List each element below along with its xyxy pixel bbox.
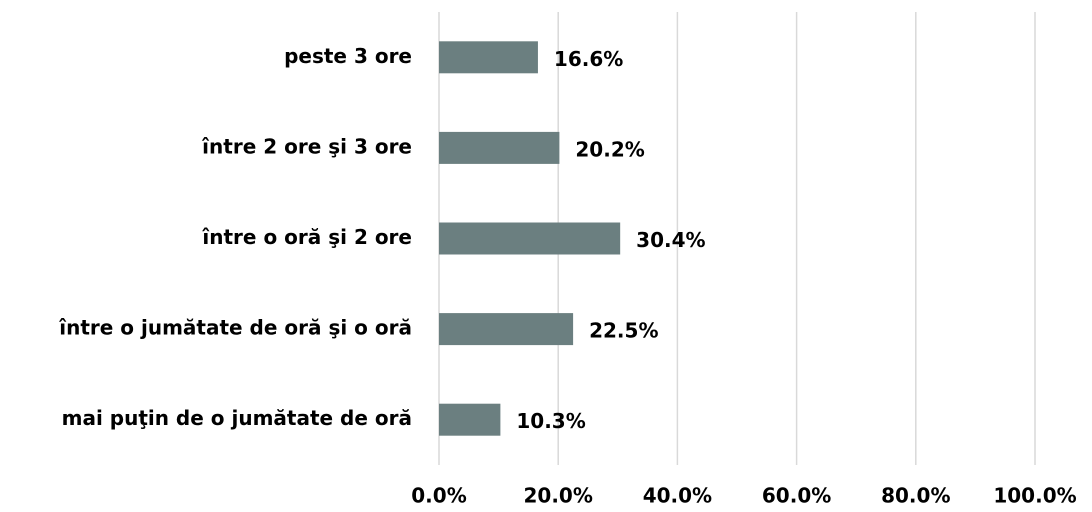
data-label: 30.4% (636, 228, 705, 252)
bar (439, 222, 621, 255)
y-tick-label: peste 3 ore (284, 44, 412, 68)
y-tick-label: între o jumătate de oră şi o oră (58, 316, 412, 340)
bar (439, 403, 501, 436)
y-tick-label: mai puţin de o jumătate de oră (62, 406, 412, 430)
x-tick-label: 60.0% (762, 484, 831, 508)
x-tick-label: 0.0% (411, 484, 466, 508)
bar (439, 131, 560, 164)
data-label: 22.5% (589, 319, 658, 343)
y-tick-label: între 2 ore şi 3 ore (201, 134, 412, 158)
data-label: 20.2% (575, 137, 644, 161)
bar (439, 41, 538, 74)
x-tick-label: 100.0% (993, 484, 1076, 508)
y-tick-label: între o oră şi 2 ore (201, 225, 412, 249)
x-tick-label: 80.0% (881, 484, 950, 508)
x-tick-label: 40.0% (643, 484, 712, 508)
bar (439, 313, 574, 346)
data-label: 16.6% (554, 47, 623, 71)
x-tick-label: 20.0% (524, 484, 593, 508)
data-label: 10.3% (516, 409, 585, 433)
